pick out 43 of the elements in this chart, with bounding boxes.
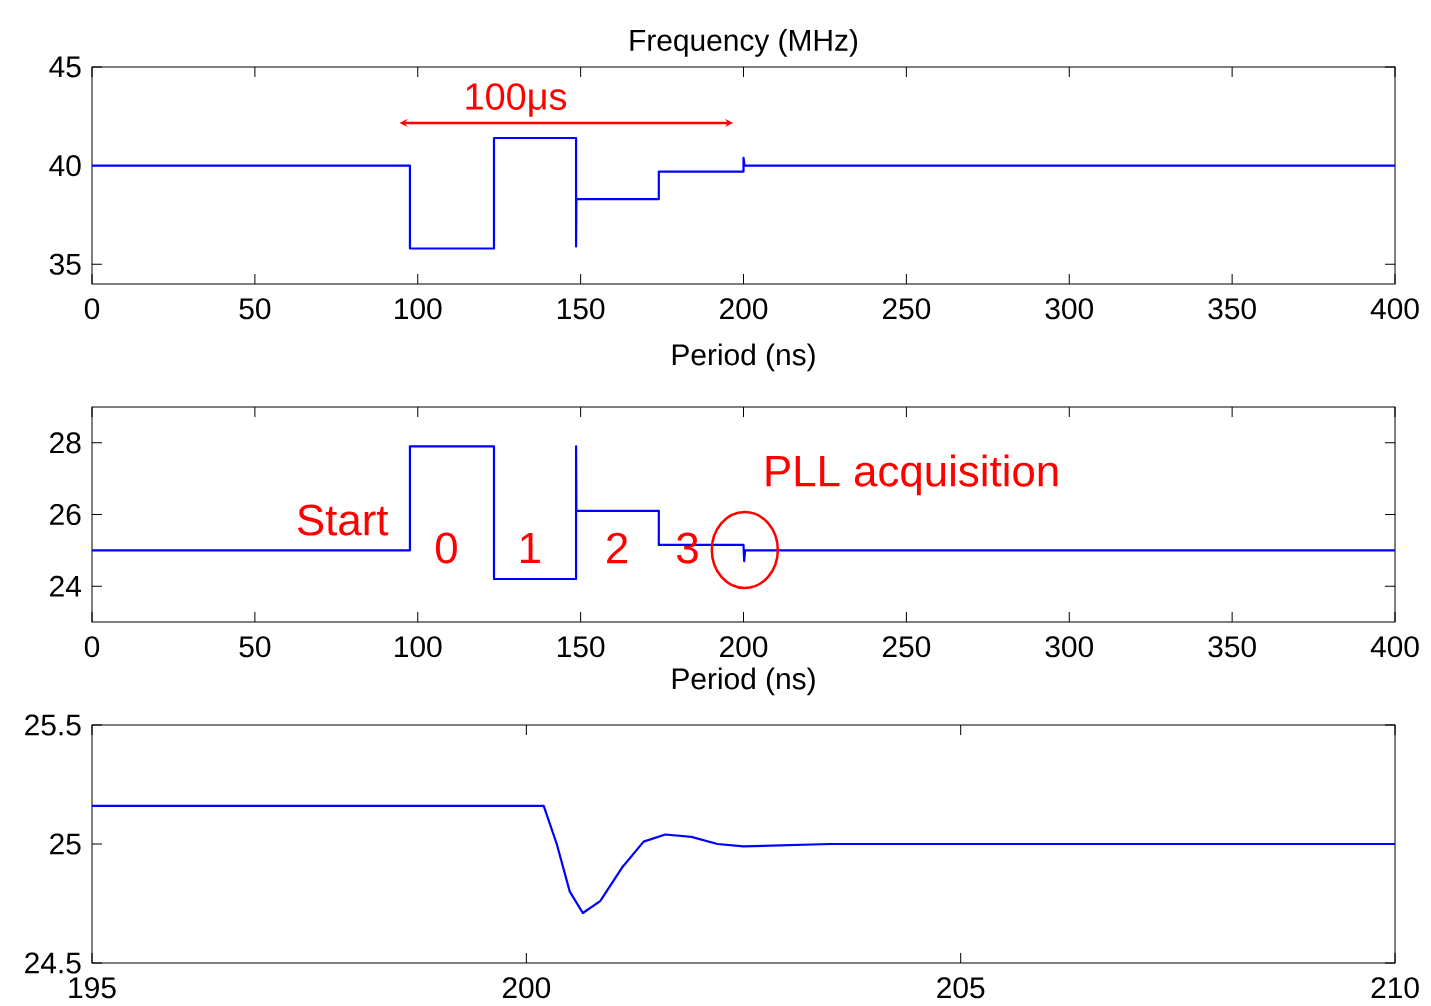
x-tick-label: 150 — [557, 636, 605, 658]
x-tick-label: 250 — [882, 298, 931, 320]
x-tick-label: 100 — [395, 636, 442, 658]
line-series — [92, 804, 1396, 915]
annotation: 2 — [607, 532, 628, 564]
x-tick-label: 0 — [84, 298, 100, 320]
annotation: 0 — [435, 532, 457, 564]
annotation: 1 — [520, 532, 540, 564]
y-tick-label: 28 — [50, 432, 81, 454]
x-tick-label: 150 — [557, 298, 605, 320]
x-tick-label: 200 — [502, 977, 551, 999]
y-tick-label: 24.5 — [25, 952, 81, 974]
x-tick-label: 400 — [1370, 636, 1419, 658]
x-tick-label: 400 — [1370, 298, 1419, 320]
x-tick-label: 200 — [720, 298, 768, 320]
x-tick-label: 300 — [1045, 636, 1094, 658]
x-tick-label: 200 — [720, 636, 768, 658]
y-tick-label: 25.5 — [25, 714, 81, 736]
x-tick-label: 100 — [395, 298, 442, 320]
line-series — [92, 136, 1396, 250]
x-tick-label: 195 — [69, 977, 116, 999]
y-tick-label: 45 — [49, 56, 81, 78]
y-tick-label: 40 — [49, 155, 81, 177]
x-tick-label: 205 — [937, 977, 985, 999]
x-axis-title: Period (ns) — [672, 343, 815, 372]
x-axis-title: Period (ns) — [672, 667, 815, 696]
y-tick-label: 35 — [49, 253, 81, 275]
y-tick-label: 25 — [50, 833, 81, 855]
x-tick-label: 0 — [84, 636, 100, 658]
x-tick-label: 300 — [1045, 298, 1094, 320]
line-series — [92, 445, 1396, 581]
annotation: 100μs — [466, 83, 567, 117]
annotation: PLL acquisition — [766, 454, 1058, 496]
x-tick-label: 210 — [1371, 977, 1419, 999]
chart-title: Frequency (MHz) — [630, 28, 858, 57]
x-tick-label: 350 — [1208, 636, 1256, 658]
x-tick-label: 50 — [239, 636, 271, 658]
x-tick-label: 50 — [239, 298, 271, 320]
x-tick-label: 250 — [882, 636, 931, 658]
x-tick-label: 350 — [1208, 298, 1256, 320]
y-tick-label: 24 — [50, 575, 81, 597]
y-tick-label: 26 — [50, 503, 81, 526]
annotation: Start — [297, 504, 389, 536]
